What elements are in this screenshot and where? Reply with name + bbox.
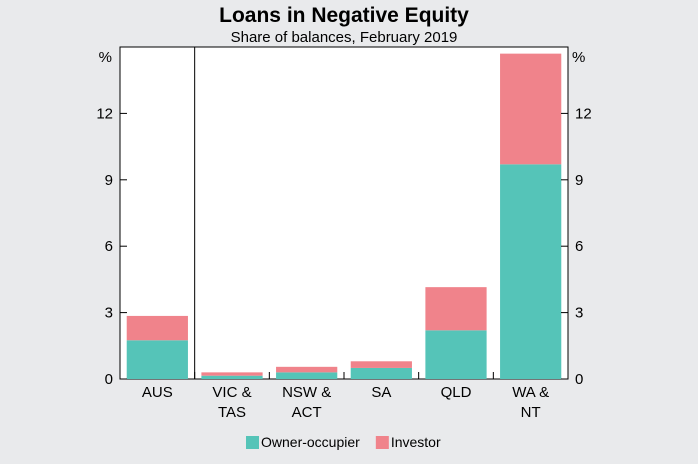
y-tick-label-left: 9 — [105, 172, 113, 189]
chart-title: Loans in Negative Equity — [219, 4, 469, 27]
axes-group: 0 0 3 3 6 6 9 9 12 12 AUS VIC & TAS NSW & ACT SA QLD WA &… — [96, 47, 592, 421]
y-tick-label-right: 12 — [575, 105, 592, 122]
y-tick-label-right: 0 — [575, 371, 583, 388]
y-tick-label-left: 3 — [105, 305, 113, 322]
bar-owner-occupier — [425, 330, 487, 379]
x-category-label: AUS — [142, 384, 173, 401]
bar-investor — [500, 53, 562, 165]
x-category-label: WA & — [512, 384, 549, 401]
x-category-label: NSW & — [282, 384, 331, 401]
legend-label: Investor — [391, 434, 441, 450]
bar-owner-occupier — [126, 340, 188, 379]
x-category-label: SA — [371, 384, 391, 401]
bar-investor — [276, 366, 338, 373]
legend-label: Owner-occupier — [261, 434, 360, 450]
x-category-label: ACT — [292, 404, 322, 421]
x-category-label: NT — [521, 404, 541, 421]
bar-investor — [126, 315, 188, 341]
x-category-label: VIC & — [212, 384, 251, 401]
y-unit-right: % — [572, 49, 585, 66]
y-tick-label-right: 3 — [575, 305, 583, 322]
x-category-label: TAS — [218, 404, 246, 421]
bar-investor — [425, 287, 487, 331]
y-tick-label-right: 6 — [575, 238, 583, 255]
bars-group — [126, 53, 562, 379]
bar-owner-occupier — [276, 372, 338, 379]
y-unit-left: % — [99, 49, 112, 66]
chart-subtitle: Share of balances, February 2019 — [231, 29, 458, 46]
x-category-label: QLD — [441, 384, 472, 401]
bar-investor — [350, 361, 412, 368]
bar-owner-occupier — [500, 164, 562, 379]
bar-investor — [201, 372, 263, 376]
bar-owner-occupier — [350, 367, 412, 379]
legend-swatch — [246, 436, 259, 449]
y-tick-label-left: 6 — [105, 238, 113, 255]
y-tick-label-left: 0 — [105, 371, 113, 388]
y-tick-label-right: 9 — [575, 172, 583, 189]
bar-owner-occupier — [201, 375, 263, 379]
legend: Owner-occupier Investor — [246, 434, 441, 450]
y-tick-label-left: 12 — [96, 105, 113, 122]
legend-swatch — [375, 436, 389, 449]
